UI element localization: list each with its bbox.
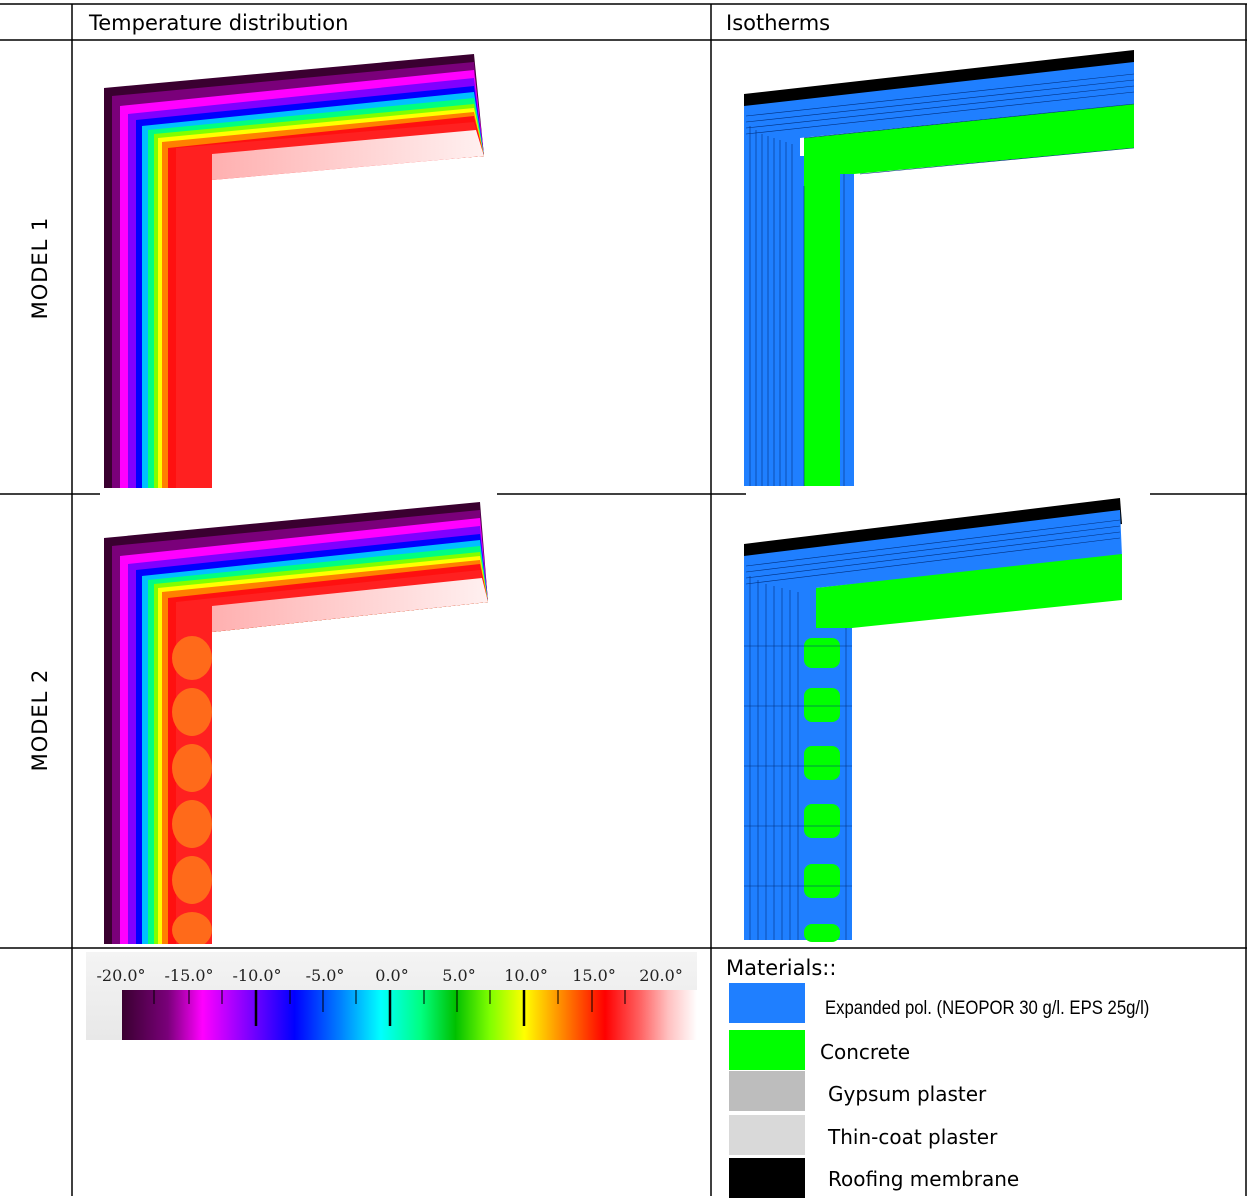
material-label: Gypsum plaster	[828, 1082, 987, 1106]
swatch-expanded-polystyrene	[729, 983, 805, 1023]
header-isotherms: Isotherms	[726, 11, 831, 35]
scale-tick-label: 15.0°	[572, 966, 616, 985]
scale-tick-label: 10.0°	[504, 966, 548, 985]
color-scale-bar	[122, 990, 697, 1040]
scale-tick-label: -10.0°	[232, 966, 282, 985]
scale-tick-label: 0.0°	[375, 966, 409, 985]
scale-tick-label: -15.0°	[164, 966, 214, 985]
material-label: Expanded pol. (NEOPOR 30 g/l. EPS 25g/l)	[825, 998, 1150, 1019]
scale-tick-label: 20.0°	[639, 966, 683, 985]
header-temperature-distribution: Temperature distribution	[89, 11, 349, 35]
isotherm-map-model-2	[744, 498, 1122, 942]
swatch-concrete	[729, 1030, 805, 1070]
row-label-model-2: MODEL 2	[28, 668, 52, 772]
scale-ticks	[153, 990, 626, 1026]
scale-tick-label: -20.0°	[96, 966, 146, 985]
swatch-roofing-membrane	[729, 1158, 805, 1198]
temperature-map-model-1	[104, 54, 500, 490]
temperature-map-model-2	[104, 502, 500, 944]
row-label-model-1: MODEL 1	[28, 216, 52, 320]
scale-tick-label: 5.0°	[442, 966, 476, 985]
material-label: Thin-coat plaster	[828, 1125, 998, 1149]
swatch-thin-coat-plaster	[729, 1115, 805, 1155]
swatch-gypsum-plaster	[729, 1071, 805, 1111]
temperature-scale: -20.0° -15.0° -10.0° -5.0° 0.0° 5.0° 10.…	[86, 952, 697, 1040]
materials-title: Materials::	[726, 956, 837, 980]
material-label: Concrete	[820, 1040, 911, 1064]
material-label: Roofing membrane	[828, 1167, 1020, 1191]
scale-tick-label: -5.0°	[305, 966, 345, 985]
isotherm-map-model-1	[744, 50, 1135, 486]
